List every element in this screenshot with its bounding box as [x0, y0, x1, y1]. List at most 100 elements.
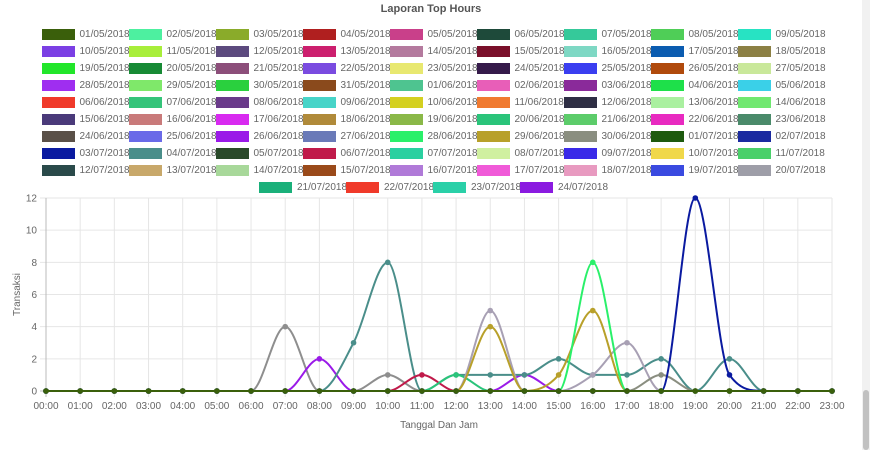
legend-item[interactable]: 24/07/2018 — [520, 179, 608, 196]
legend-item[interactable]: 04/06/2018 — [650, 77, 739, 94]
legend-item[interactable]: 08/06/2018 — [215, 94, 304, 111]
legend-item[interactable]: 09/05/2018 — [737, 26, 826, 43]
x-tick-label: 10:00 — [375, 401, 400, 412]
legend-item[interactable]: 20/06/2018 — [476, 111, 565, 128]
legend-item[interactable]: 04/05/2018 — [302, 26, 391, 43]
legend-item[interactable]: 21/05/2018 — [215, 60, 304, 77]
data-point — [589, 307, 596, 314]
legend-item[interactable]: 01/06/2018 — [389, 77, 478, 94]
legend-item[interactable]: 31/05/2018 — [302, 77, 391, 94]
legend-item[interactable]: 30/06/2018 — [563, 128, 652, 145]
legend-item[interactable]: 27/06/2018 — [302, 128, 391, 145]
scrollbar-thumb[interactable] — [863, 390, 869, 450]
legend-item[interactable]: 12/05/2018 — [215, 43, 304, 60]
legend-item[interactable]: 08/07/2018 — [476, 145, 565, 162]
legend-item[interactable]: 23/06/2018 — [737, 111, 826, 128]
legend-item[interactable]: 10/07/2018 — [650, 145, 739, 162]
legend-item[interactable]: 14/07/2018 — [215, 162, 304, 179]
legend-item[interactable]: 10/05/2018 — [41, 43, 130, 60]
legend-item[interactable]: 08/05/2018 — [650, 26, 739, 43]
legend-item[interactable]: 04/07/2018 — [128, 145, 217, 162]
legend-item[interactable]: 14/06/2018 — [737, 94, 826, 111]
legend-item[interactable]: 03/06/2018 — [563, 77, 652, 94]
legend-item[interactable]: 13/07/2018 — [128, 162, 217, 179]
legend-item[interactable]: 19/07/2018 — [650, 162, 739, 179]
legend-item[interactable]: 24/06/2018 — [41, 128, 130, 145]
legend-swatch — [563, 97, 597, 108]
legend-item[interactable]: 26/06/2018 — [215, 128, 304, 145]
legend-item[interactable]: 16/07/2018 — [389, 162, 478, 179]
legend-item[interactable]: 05/07/2018 — [215, 145, 304, 162]
legend-item[interactable]: 12/07/2018 — [41, 162, 130, 179]
legend-item[interactable]: 12/06/2018 — [563, 94, 652, 111]
legend-item[interactable]: 24/05/2018 — [476, 60, 565, 77]
legend-item[interactable]: 20/07/2018 — [737, 162, 826, 179]
legend-item[interactable]: 11/05/2018 — [128, 43, 216, 60]
legend-item[interactable]: 18/07/2018 — [563, 162, 652, 179]
legend-item[interactable]: 22/06/2018 — [650, 111, 739, 128]
legend-item[interactable]: 17/06/2018 — [215, 111, 304, 128]
legend-item[interactable]: 15/07/2018 — [302, 162, 391, 179]
legend-item[interactable]: 25/05/2018 — [563, 60, 652, 77]
legend-item[interactable]: 05/05/2018 — [389, 26, 478, 43]
legend-item[interactable]: 17/07/2018 — [476, 162, 565, 179]
legend-item[interactable]: 15/06/2018 — [41, 111, 130, 128]
legend-item[interactable]: 18/05/2018 — [737, 43, 826, 60]
legend-item[interactable]: 21/07/2018 — [259, 179, 347, 196]
legend-item[interactable]: 22/07/2018 — [346, 179, 434, 196]
legend-item[interactable]: 16/06/2018 — [128, 111, 217, 128]
legend-item[interactable]: 09/07/2018 — [563, 145, 652, 162]
legend-item[interactable]: 18/06/2018 — [302, 111, 391, 128]
legend-item[interactable]: 25/06/2018 — [128, 128, 217, 145]
legend-item[interactable]: 29/05/2018 — [128, 77, 217, 94]
legend-item[interactable]: 30/05/2018 — [215, 77, 304, 94]
legend-item[interactable]: 03/05/2018 — [215, 26, 304, 43]
legend-swatch — [476, 165, 510, 176]
legend-item[interactable]: 07/07/2018 — [389, 145, 478, 162]
legend-item[interactable]: 01/07/2018 — [650, 128, 739, 145]
legend-item[interactable]: 20/05/2018 — [128, 60, 217, 77]
data-point — [624, 388, 630, 394]
legend-item[interactable]: 01/05/2018 — [41, 26, 130, 43]
legend-swatch — [563, 46, 597, 57]
legend-item[interactable]: 16/05/2018 — [563, 43, 652, 60]
legend-item[interactable]: 23/05/2018 — [389, 60, 478, 77]
vertical-scrollbar[interactable] — [862, 0, 870, 450]
legend-item[interactable]: 06/05/2018 — [476, 26, 565, 43]
legend-item[interactable]: 02/05/2018 — [128, 26, 217, 43]
legend-label: 13/06/2018 — [688, 97, 739, 108]
legend-item[interactable]: 23/07/2018 — [433, 179, 521, 196]
legend-item[interactable]: 15/05/2018 — [476, 43, 565, 60]
legend-item[interactable]: 11/06/2018 — [476, 94, 564, 111]
legend-item[interactable]: 17/05/2018 — [650, 43, 739, 60]
legend-item[interactable]: 13/06/2018 — [650, 94, 739, 111]
legend-item[interactable]: 06/07/2018 — [302, 145, 391, 162]
legend-swatch — [389, 114, 423, 125]
legend-item[interactable]: 14/05/2018 — [389, 43, 478, 60]
legend-item[interactable]: 28/06/2018 — [389, 128, 478, 145]
legend-swatch — [737, 46, 771, 57]
legend-item[interactable]: 28/05/2018 — [41, 77, 130, 94]
legend-item[interactable]: 07/06/2018 — [128, 94, 217, 111]
legend-item[interactable]: 07/05/2018 — [563, 26, 652, 43]
legend-item[interactable]: 29/06/2018 — [476, 128, 565, 145]
legend-item[interactable]: 13/05/2018 — [302, 43, 391, 60]
legend-item[interactable]: 09/06/2018 — [302, 94, 391, 111]
legend-item[interactable]: 11/07/2018 — [737, 145, 825, 162]
legend-item[interactable]: 26/05/2018 — [650, 60, 739, 77]
legend-label: 10/06/2018 — [427, 97, 478, 108]
legend-item[interactable]: 05/06/2018 — [737, 77, 826, 94]
legend-item[interactable]: 19/05/2018 — [41, 60, 130, 77]
legend-swatch — [128, 80, 162, 91]
legend-label: 29/06/2018 — [514, 131, 565, 142]
legend-item[interactable]: 06/06/2018 — [41, 94, 130, 111]
legend-item[interactable]: 21/06/2018 — [563, 111, 652, 128]
legend-item[interactable]: 10/06/2018 — [389, 94, 478, 111]
legend-item[interactable]: 27/05/2018 — [737, 60, 826, 77]
legend-item[interactable]: 02/07/2018 — [737, 128, 826, 145]
legend-item[interactable]: 19/06/2018 — [389, 111, 478, 128]
legend-item[interactable]: 22/05/2018 — [302, 60, 391, 77]
legend-item[interactable]: 03/07/2018 — [41, 145, 130, 162]
legend-item[interactable]: 02/06/2018 — [476, 77, 565, 94]
legend-label: 18/06/2018 — [340, 114, 391, 125]
